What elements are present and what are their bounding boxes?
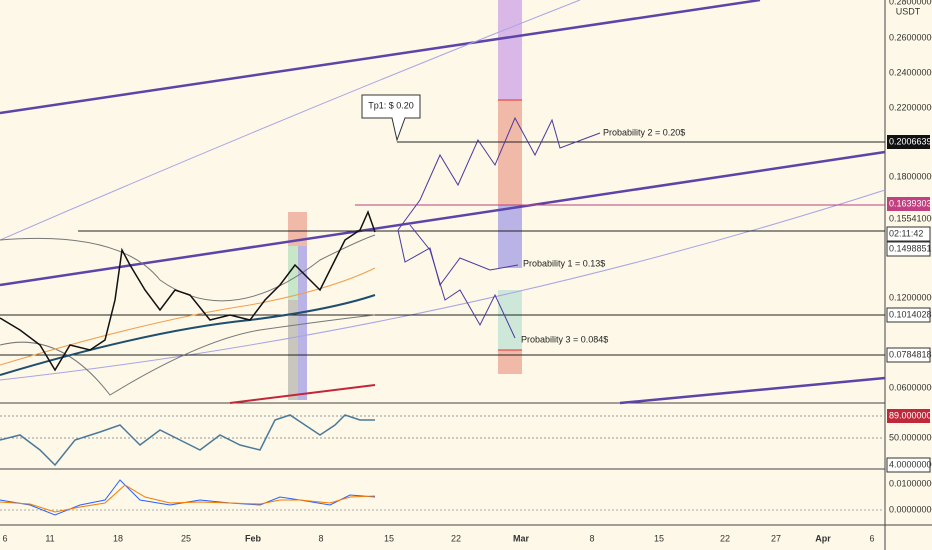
axis-label: 0.15541000 — [889, 213, 932, 223]
bollinger-lower — [0, 314, 376, 396]
zone — [498, 205, 522, 268]
trend-line — [0, 150, 886, 287]
moving-average — [0, 294, 376, 376]
date-label: 6 — [869, 533, 874, 543]
callout — [361, 94, 421, 142]
date-label: 22 — [720, 533, 730, 543]
axis-label: 02:11:42 — [889, 228, 923, 238]
projection-path — [409, 224, 516, 339]
date-label: 22 — [451, 533, 461, 543]
date-label: Mar — [513, 533, 530, 543]
trend-line — [0, 0, 761, 115]
date-label: 15 — [384, 533, 394, 543]
bollinger-upper — [0, 234, 376, 302]
zone — [498, 290, 522, 350]
date-label: 15 — [654, 533, 664, 543]
zone — [288, 300, 298, 400]
moving-average — [0, 267, 376, 366]
trend-line — [619, 376, 886, 405]
axis-label: 0.22000000 — [889, 102, 932, 112]
label-box — [886, 241, 931, 257]
projection-path — [397, 116, 601, 231]
label-box — [887, 135, 930, 149]
signal-line — [0, 484, 376, 513]
axis-label: 0.18000000 — [889, 171, 932, 181]
annotation: Probability 1 = 0.13$ — [523, 258, 605, 268]
label-box — [886, 226, 931, 242]
channel-curve — [0, 0, 581, 241]
axis-label: 0.01000000 — [889, 478, 932, 488]
annotation: Probability 3 = 0.084$ — [521, 334, 608, 344]
date-label: 11 — [45, 533, 54, 543]
date-label: Apr — [815, 533, 831, 543]
zone — [288, 246, 298, 300]
volume-average — [229, 384, 376, 404]
date-label: 27 — [771, 533, 781, 543]
label-box — [886, 347, 931, 363]
price-line — [0, 209, 376, 372]
date-label: 18 — [113, 533, 123, 543]
channel-curve — [0, 189, 886, 381]
zone — [498, 100, 522, 205]
date-label: 8 — [589, 533, 594, 543]
label-box — [886, 457, 931, 473]
axis-label: 0.12000000 — [889, 292, 932, 302]
label-box — [886, 307, 931, 323]
currency: USDT — [896, 6, 921, 16]
date-label: 25 — [181, 533, 191, 543]
callout-text: Tp1: $ 0.20 — [368, 100, 414, 110]
label-box — [887, 409, 930, 423]
zone — [498, 350, 522, 374]
axis-label: 0.20066390 — [889, 136, 932, 146]
axis-label: 0.06000000 — [889, 382, 932, 392]
zone — [288, 212, 307, 246]
axis-label: 89.00000000 — [889, 410, 932, 420]
axis-label: 0.07848182 — [889, 349, 932, 359]
axis-label: 0.24000000 — [889, 67, 932, 77]
axis-label: 0.10140289 — [889, 309, 932, 319]
axis-label: 0.00000000 — [889, 504, 932, 514]
axis-label: 0.26000000 — [889, 32, 932, 42]
label-box — [887, 197, 930, 211]
date-label: Feb — [245, 533, 262, 543]
zone — [498, 0, 522, 100]
axis-label: 50.00000000 — [889, 432, 932, 442]
axis-label: 0.16393034 — [889, 198, 932, 208]
axis-label: 0.14988516 — [889, 243, 932, 253]
axis-label: 4.00000000 — [889, 459, 932, 469]
annotation: Probability 2 = 0.20$ — [603, 127, 685, 137]
zone — [298, 246, 307, 400]
axis-label: 0.28000000 — [889, 0, 932, 6]
date-label: 8 — [318, 533, 323, 543]
date-label: 6 — [2, 533, 7, 543]
rsi-line — [0, 414, 375, 467]
